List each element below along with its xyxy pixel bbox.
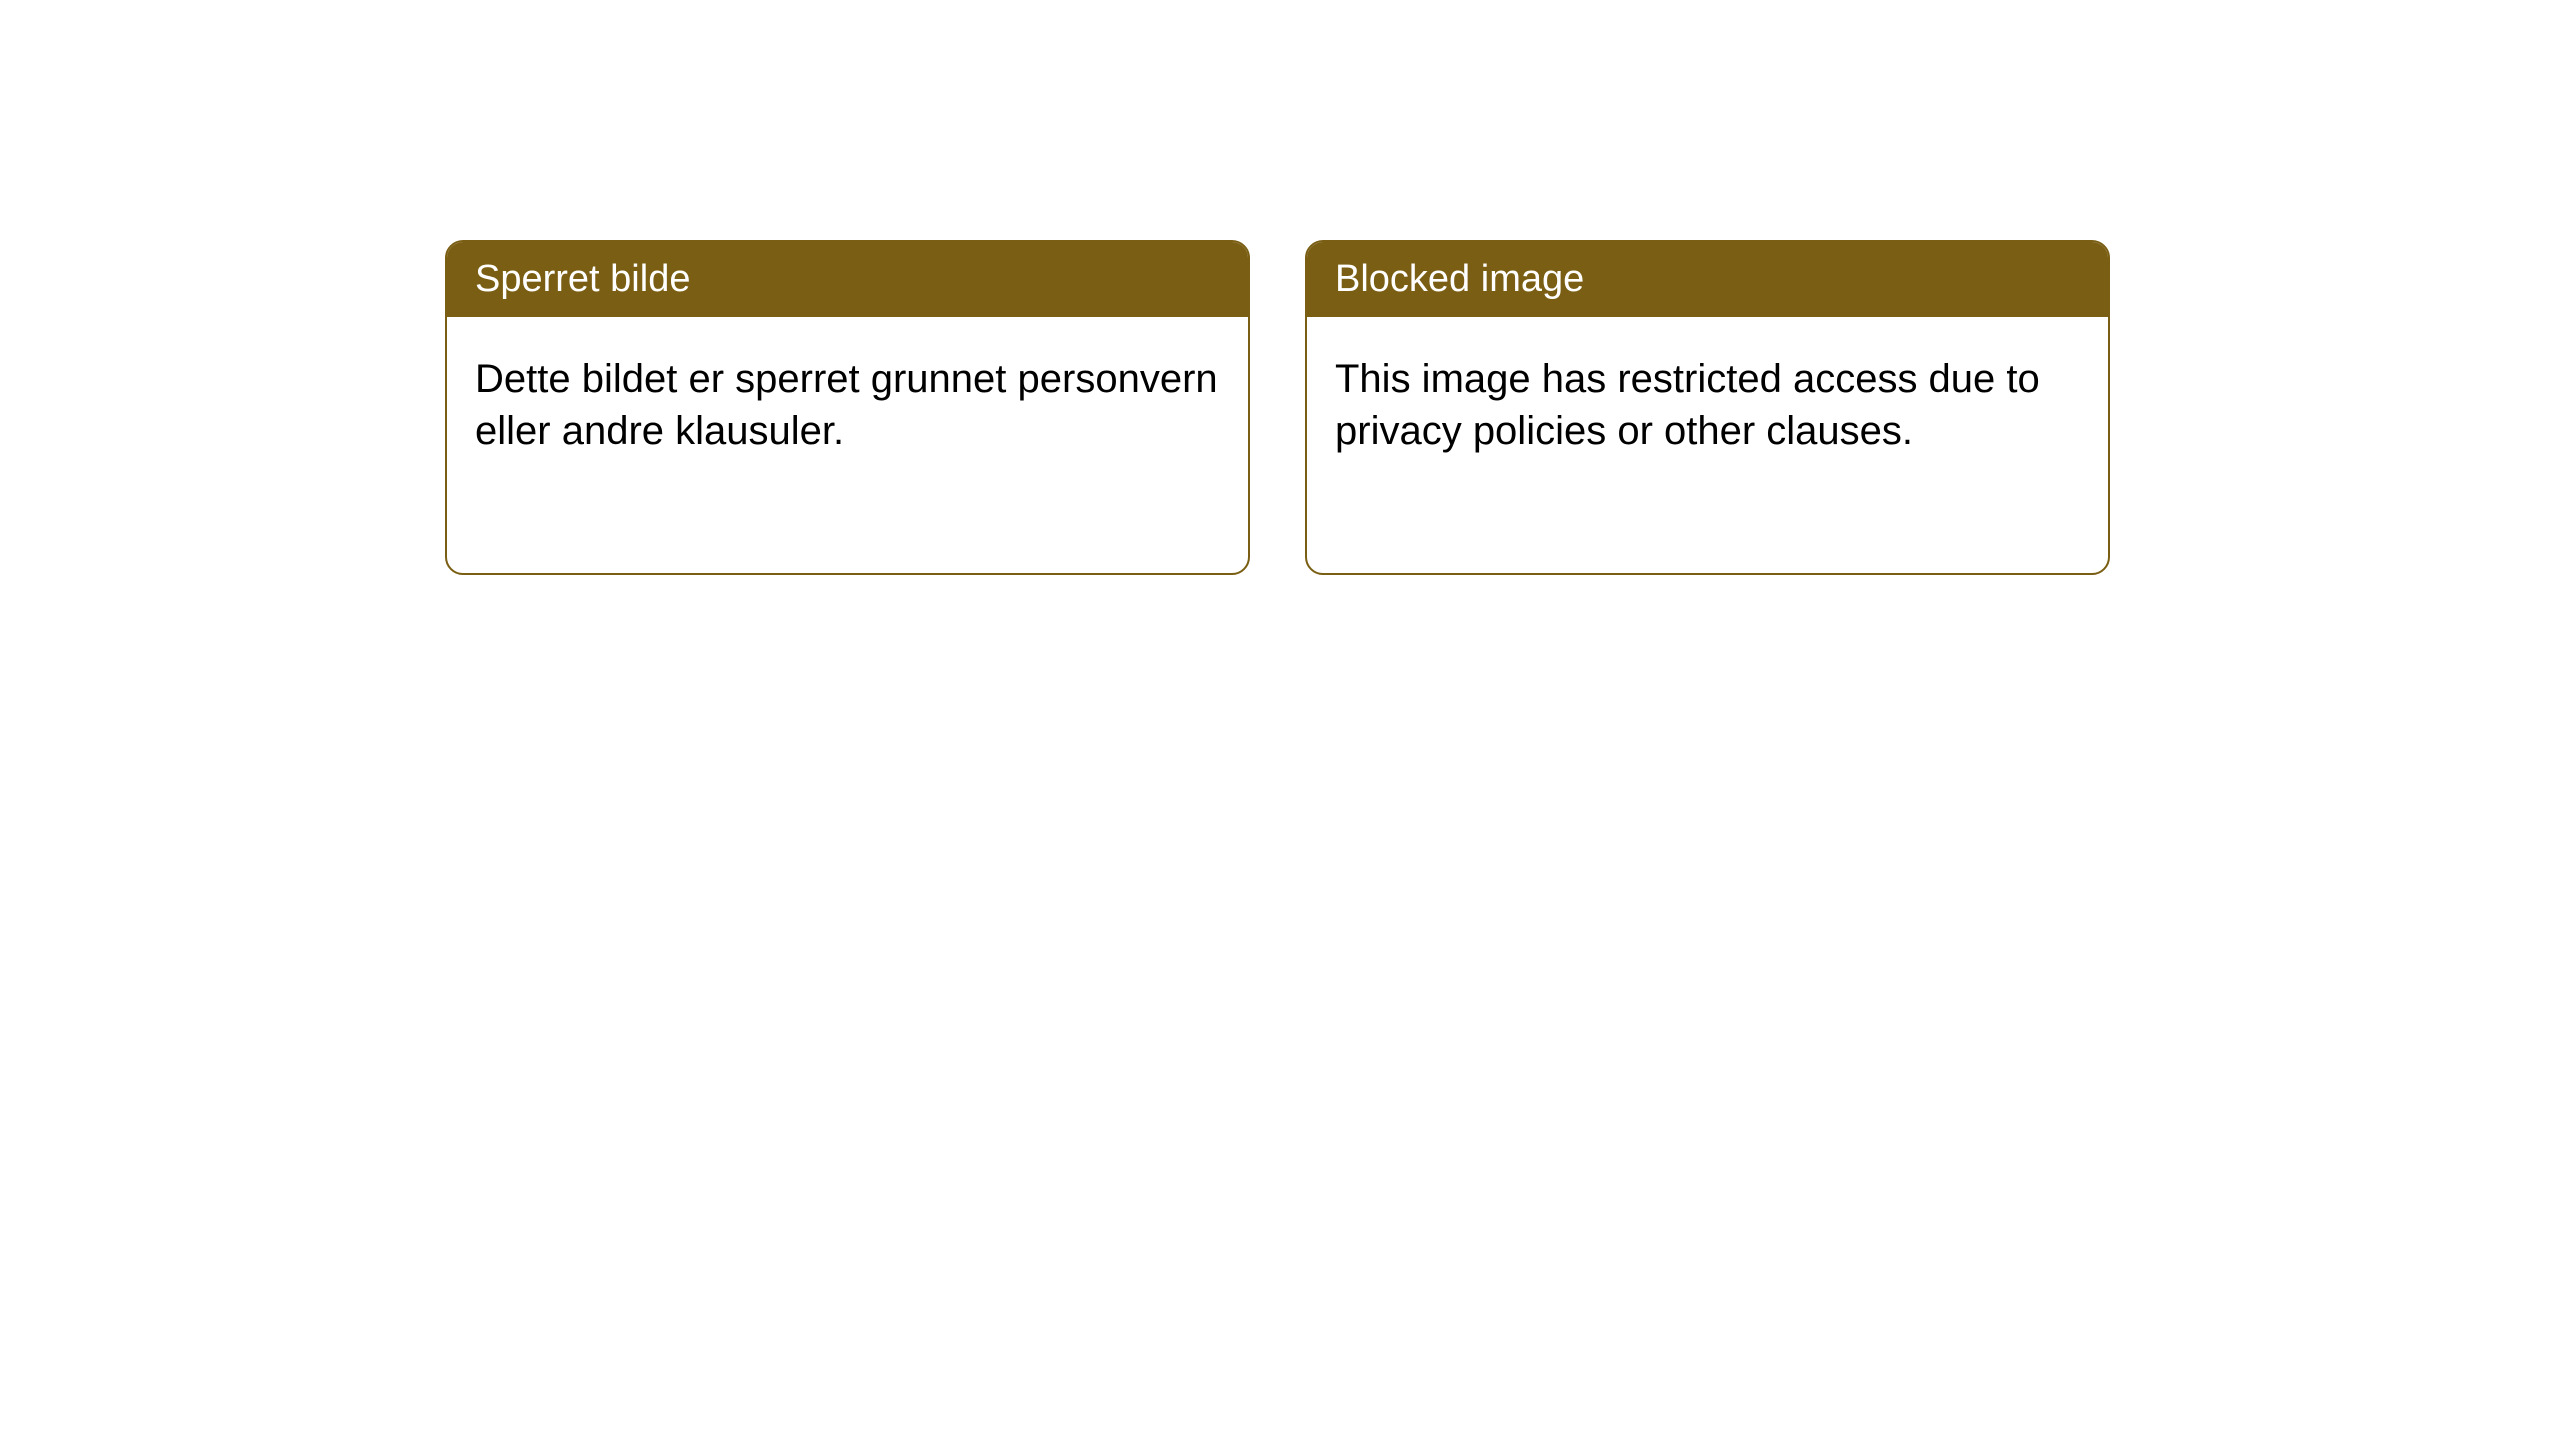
card-body: Dette bildet er sperret grunnet personve… (447, 317, 1248, 493)
card-title: Sperret bilde (447, 242, 1248, 317)
blocked-image-card-no: Sperret bilde Dette bildet er sperret gr… (445, 240, 1250, 575)
notice-container: Sperret bilde Dette bildet er sperret gr… (445, 240, 2110, 575)
card-body: This image has restricted access due to … (1307, 317, 2108, 493)
card-title: Blocked image (1307, 242, 2108, 317)
blocked-image-card-en: Blocked image This image has restricted … (1305, 240, 2110, 575)
